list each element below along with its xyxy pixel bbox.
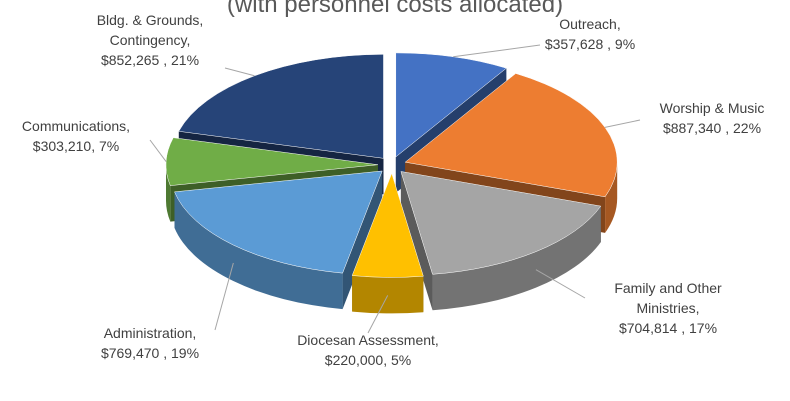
data-label: Worship & Music $887,340 , 22% [632, 98, 790, 138]
chart-subtitle: (with personnel costs allocated) [227, 0, 563, 18]
value-label: $887,340 , 22% [662, 120, 762, 136]
data-label: Outreach, $357,628 , 9% [510, 14, 670, 54]
value-label: $303,210, 7% [32, 138, 120, 154]
category: Communications, [21, 118, 131, 134]
leader-line [214, 262, 234, 331]
category: Diocesan Assessment, [297, 332, 439, 348]
slice [400, 171, 602, 311]
data-label: Administration, $769,470 , 19% [70, 323, 230, 363]
leader-line [224, 67, 255, 77]
slice-top [395, 52, 507, 158]
slice-side [400, 171, 433, 311]
data-label: Bldg. & Grounds, Contingency, $852,265 , … [70, 10, 230, 70]
value-label: $704,814 , 17% [618, 320, 718, 336]
value-label: $769,470 , 19% [100, 345, 200, 361]
slice [174, 170, 383, 310]
data-label: Communications, $303,210, 7% [0, 116, 156, 156]
leader-line [367, 295, 389, 334]
data-label: Diocesan Assessment, $220,000, 5% [288, 330, 448, 370]
leader-line [604, 119, 641, 128]
category: Administration, [103, 325, 197, 341]
slice-wall [352, 275, 424, 314]
leader-line [453, 44, 541, 58]
slice-wall [166, 164, 171, 222]
slice-top [351, 172, 424, 278]
slice-wall [174, 191, 343, 310]
category: Family and Other Ministries, [614, 280, 722, 316]
leader-line [535, 269, 586, 299]
slice-wall [432, 206, 601, 311]
category: Worship & Music [659, 100, 765, 116]
slice-top [165, 137, 379, 186]
slice-top [178, 54, 384, 159]
slice-top [400, 171, 602, 275]
value-label: $852,265 , 21% [100, 52, 200, 68]
value-label: $220,000, 5% [324, 352, 412, 368]
value-label: $357,628 , 9% [544, 36, 636, 52]
slice-top [174, 170, 383, 274]
data-label: Family and Other Ministries, $704,814 , 1… [588, 278, 748, 338]
slice-top [404, 73, 618, 198]
category: Bldg. & Grounds, Contingency, [96, 12, 204, 48]
slice [351, 172, 424, 314]
leader-line [149, 139, 167, 162]
category: Outreach, [559, 16, 621, 32]
